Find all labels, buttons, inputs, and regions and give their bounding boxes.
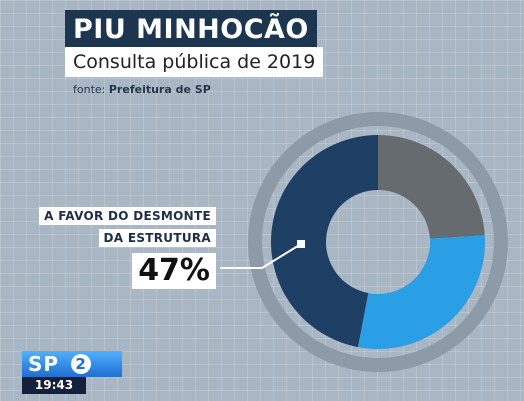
source-name: Prefeitura de SP: [108, 83, 211, 96]
callout-value: 47%: [132, 253, 216, 289]
logo-top: SP 2: [22, 351, 122, 377]
callout-line-1: A FAVOR DO DESMONTE: [39, 207, 216, 225]
chart-title: PIU MINHOCÃO: [65, 10, 317, 49]
callout-marker: [297, 240, 305, 248]
chart-subtitle: Consulta pública de 2019: [65, 47, 324, 77]
callout-connector: [220, 243, 302, 269]
slice-grey: [378, 135, 485, 239]
logo-number: 2: [71, 354, 92, 374]
logo-time: 19:43: [22, 377, 86, 394]
source-note: fonte: Prefeitura de SP: [73, 83, 211, 96]
slice-blue: [357, 235, 485, 349]
callout-line-2: DA ESTRUTURA: [98, 229, 216, 247]
source-prefix: fonte:: [73, 83, 106, 96]
favor-callout: A FAVOR DO DESMONTE DA ESTRUTURA 47%: [39, 205, 216, 289]
slice-favor: [270, 135, 378, 348]
channel-logo: SP 2 19:43: [22, 351, 122, 394]
outer-ring: [248, 112, 508, 372]
logo-channel: SP: [28, 352, 60, 376]
